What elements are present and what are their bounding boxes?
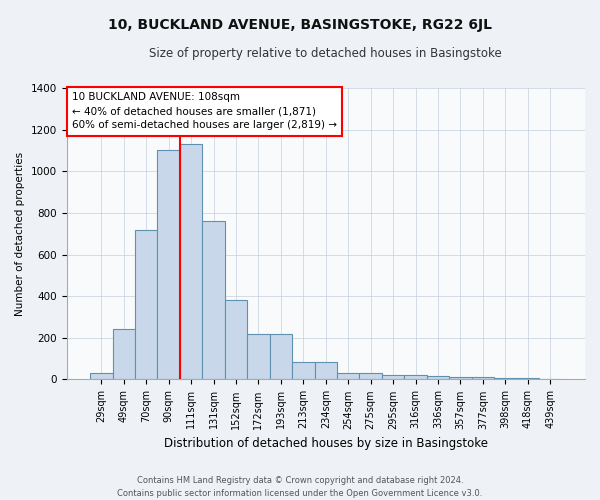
Bar <box>494 378 517 380</box>
Bar <box>427 376 449 380</box>
Bar <box>517 378 539 380</box>
Bar <box>472 378 494 380</box>
Bar <box>247 334 269 380</box>
Bar <box>269 334 292 380</box>
X-axis label: Distribution of detached houses by size in Basingstoke: Distribution of detached houses by size … <box>164 437 488 450</box>
Bar <box>180 144 202 380</box>
Bar <box>404 376 427 380</box>
Text: 10 BUCKLAND AVENUE: 108sqm
← 40% of detached houses are smaller (1,871)
60% of s: 10 BUCKLAND AVENUE: 108sqm ← 40% of deta… <box>72 92 337 130</box>
Bar <box>135 230 157 380</box>
Title: Size of property relative to detached houses in Basingstoke: Size of property relative to detached ho… <box>149 48 502 60</box>
Bar <box>337 373 359 380</box>
Bar <box>314 362 337 380</box>
Bar <box>359 373 382 380</box>
Text: 10, BUCKLAND AVENUE, BASINGSTOKE, RG22 6JL: 10, BUCKLAND AVENUE, BASINGSTOKE, RG22 6… <box>108 18 492 32</box>
Bar <box>90 373 113 380</box>
Bar <box>202 222 225 380</box>
Y-axis label: Number of detached properties: Number of detached properties <box>15 152 25 316</box>
Bar <box>292 362 314 380</box>
Bar <box>225 300 247 380</box>
Bar <box>382 376 404 380</box>
Text: Contains HM Land Registry data © Crown copyright and database right 2024.
Contai: Contains HM Land Registry data © Crown c… <box>118 476 482 498</box>
Bar <box>449 378 472 380</box>
Bar <box>539 379 562 380</box>
Bar <box>157 150 180 380</box>
Bar <box>113 330 135 380</box>
